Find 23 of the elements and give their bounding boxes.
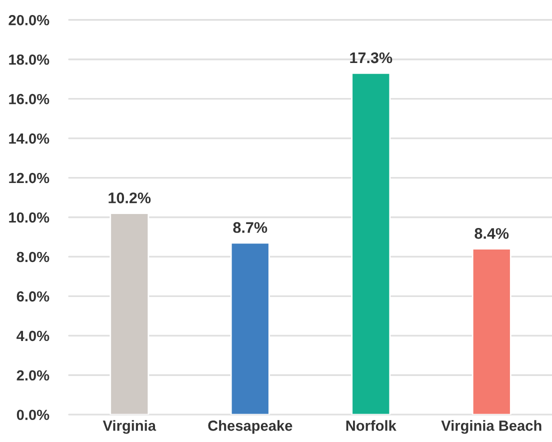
x-tick-label: Virginia — [102, 420, 156, 434]
y-tick-label: 12.0% — [9, 172, 50, 184]
y-tick-label: 6.0% — [16, 291, 50, 302]
y-tick-label: 18.0% — [9, 54, 50, 65]
y-tick-label: 2.0% — [16, 370, 50, 381]
x-tick-label: Norfolk — [346, 420, 396, 431]
data-label: 10.2% — [108, 192, 151, 204]
y-tick-label: 16.0% — [9, 94, 50, 104]
y-tick-label: 14.0% — [9, 133, 50, 144]
y-tick-label: 8.0% — [16, 252, 50, 262]
x-tick-label: Virginia Beach — [441, 420, 542, 434]
bar — [230, 242, 270, 415]
bar — [110, 212, 150, 415]
y-tick-label: 20.0% — [8, 14, 50, 26]
data-label: 8.7% — [233, 222, 268, 233]
data-label: 8.4% — [474, 228, 509, 239]
y-tick-label: 10.0% — [9, 212, 50, 223]
y-tick-label: 4.0% — [16, 330, 50, 342]
bar — [351, 72, 391, 415]
y-tick-label: 0.0% — [16, 410, 50, 420]
bar — [472, 248, 512, 415]
data-label: 17.3% — [350, 52, 392, 64]
x-tick-label: Chesapeake — [208, 420, 292, 434]
